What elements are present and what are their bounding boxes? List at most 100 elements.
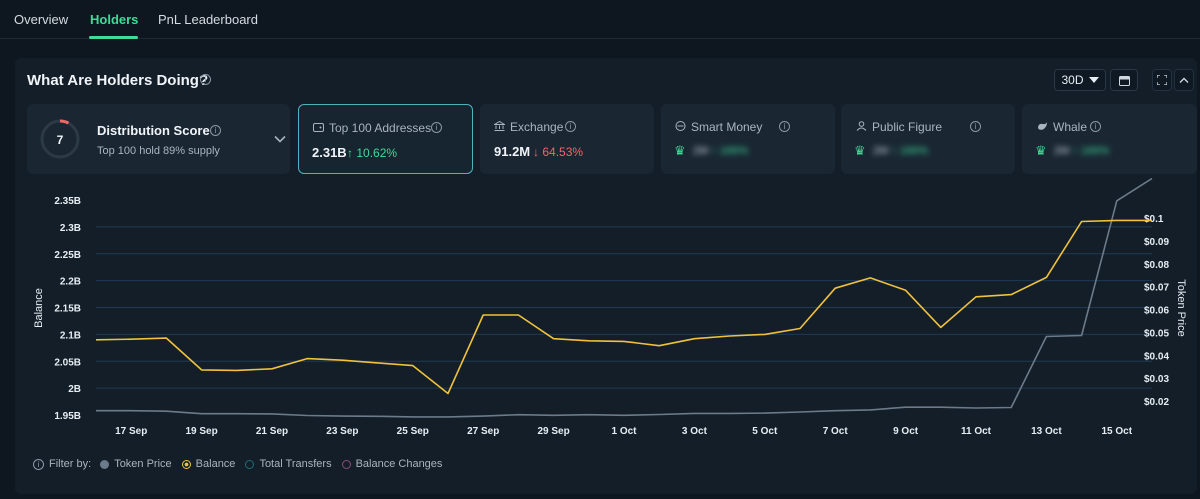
holders-panel: What Are Holders Doing? i 30D 7 Distribu… [15, 58, 1197, 494]
metric-value: 2M [693, 145, 709, 157]
y2-tick-label: $0.05 [1144, 328, 1169, 339]
info-icon: i [33, 458, 44, 470]
metric-label: Top 100 Addresses [329, 121, 432, 135]
metric-top-100-addresses[interactable]: Top 100 Addresses i 2.31B ↑ 10.62% [298, 104, 473, 174]
metric-change-value: 166% [1080, 145, 1110, 157]
info-icon[interactable]: i [565, 121, 576, 132]
metric-blurred-value: 2M ↑ 166% [693, 145, 749, 157]
y-axis-left: 2.35B 2.3B 2.25B 2.2B 2.15B 2.1B 2.05B 2B 1.95B [54, 196, 81, 422]
bank-icon [494, 121, 505, 131]
metric-label: Public Figure [872, 120, 943, 134]
public-figure-icon [856, 121, 867, 131]
info-icon[interactable]: i [200, 74, 211, 85]
y-tick-label: 2.1B [60, 330, 81, 341]
legend-item[interactable]: Total Transfers [245, 458, 332, 470]
legend: i Filter by: Token Price Balance Total Tra… [33, 458, 442, 470]
y2-tick-label: $0.03 [1144, 374, 1169, 385]
panel-title: What Are Holders Doing? [27, 72, 209, 89]
info-icon[interactable]: i [970, 121, 981, 132]
y2-tick-label: $0.06 [1144, 306, 1169, 317]
tab-overview[interactable]: Overview [14, 12, 69, 27]
metric-change-value: 10.62% [356, 146, 398, 160]
crown-icon: ♛ [1035, 144, 1047, 159]
tab-bar: Overview Holders PnL Leaderboard [0, 0, 1200, 39]
crown-icon: ♛ [854, 144, 866, 159]
y-tick-label: 2.15B [54, 304, 81, 315]
x-tick-label: 27 Sep [467, 426, 499, 437]
y2-tick-label: $0.07 [1144, 283, 1169, 294]
legend-marker [341, 459, 351, 469]
metric-blurred-value: 2M ↑ 166% [1054, 145, 1110, 157]
smart-money-icon [675, 121, 686, 131]
x-tick-label: 29 Sep [537, 426, 569, 437]
filter-label: Filter by: [49, 458, 92, 470]
legend-marker [245, 459, 255, 469]
fullscreen-button[interactable] [1152, 69, 1172, 91]
x-tick-label: 3 Oct [682, 426, 708, 437]
metric-blurred-value: 2M ↑ 166% [873, 145, 929, 157]
info-icon[interactable]: i [1090, 121, 1101, 132]
y-tick-label: 2.3B [60, 223, 81, 234]
y2-tick-label: $0.1 [1144, 214, 1164, 225]
legend-label: Token Price [114, 458, 172, 470]
metric-change-value: 166% [899, 145, 929, 157]
holders-balance-chart: 2.35B2.3B2.25B2.2B2.15B2.1B2.05B2B1.95B … [33, 177, 1187, 437]
distribution-score-card[interactable]: 7 Distribution Score i Top 100 hold 89% … [27, 104, 290, 174]
score-ring: 7 [40, 119, 80, 159]
x-tick-label: 9 Oct [893, 426, 919, 437]
series-line-balance [95, 219, 1152, 395]
x-tick-label: 1 Oct [611, 426, 637, 437]
y2-tick-label: $0.04 [1144, 351, 1169, 362]
legend-item[interactable]: Balance [181, 458, 235, 470]
x-axis: 17 Sep 19 Sep 21 Sep 23 Sep 25 Sep 27 Sep 29 S… [115, 426, 1133, 437]
metric-value: 91.2M [494, 144, 531, 159]
x-tick-label: 25 Sep [397, 426, 429, 437]
calendar-button[interactable] [1110, 69, 1138, 91]
x-tick-label: 11 Oct [961, 426, 992, 437]
y2-tick-label: $0.08 [1144, 260, 1169, 271]
metric-value: 2.31B [312, 145, 347, 160]
y-tick-label: 2.2B [60, 277, 81, 288]
metric-whale[interactable]: Whale i ♛ 2M ↑ 166% [1022, 104, 1197, 174]
y-axis-label: Balance [33, 288, 45, 328]
info-icon[interactable]: i [431, 122, 442, 133]
legend-item[interactable]: Token Price [100, 458, 172, 470]
metric-smart-money[interactable]: Smart Money i ♛ 2M ↑ 166% [661, 104, 835, 174]
tab-holders[interactable]: Holders [90, 12, 139, 27]
metric-value: 2M [1054, 145, 1070, 157]
whale-icon [1038, 122, 1047, 130]
period-select[interactable]: 30D [1054, 69, 1106, 91]
distribution-score-label: Distribution Score [97, 123, 210, 138]
metric-change-value: 64.53% [542, 145, 584, 159]
info-icon[interactable]: i [210, 125, 221, 136]
x-tick-label: 7 Oct [823, 426, 849, 437]
x-tick-label: 21 Sep [256, 426, 288, 437]
active-tab-indicator [89, 36, 138, 39]
metric-value: 2M [873, 145, 889, 157]
y2-axis-label: Token Price [1175, 279, 1187, 336]
calendar-icon [1118, 75, 1130, 86]
x-tick-label: 17 Sep [115, 426, 147, 437]
y2-tick-label: $0.02 [1144, 397, 1169, 408]
tab-pnl-leaderboard[interactable]: PnL Leaderboard [158, 12, 258, 27]
y-axis-right: $0.1 $0.09 $0.08 $0.07 $0.06 $0.05 $0.04 $0.03 $… [1144, 214, 1169, 408]
metric-label: Exchange [510, 120, 564, 134]
chart-grid [96, 226, 1152, 389]
legend-items: Token Price Balance Total Transfers Balance… [100, 458, 442, 470]
legend-label: Total Transfers [259, 458, 332, 470]
wallet-icon [313, 123, 324, 132]
collapse-button[interactable] [1174, 69, 1194, 91]
metric-public-figure[interactable]: Public Figure i ♛ 2M ↑ 166% [841, 104, 1015, 174]
x-tick-label: 5 Oct [752, 426, 778, 437]
y2-tick-label: $0.09 [1144, 237, 1169, 248]
legend-item[interactable]: Balance Changes [341, 458, 442, 470]
chevron-down-icon[interactable] [274, 135, 286, 143]
crown-icon: ♛ [674, 144, 686, 159]
metric-exchange[interactable]: Exchange i 91.2M ↓ 64.53% [480, 104, 654, 174]
info-icon[interactable]: i [779, 121, 790, 132]
x-tick-label: 19 Sep [185, 426, 217, 437]
series-line-token-price [96, 177, 1153, 418]
chevron-up-icon [1179, 77, 1189, 83]
score-value: 7 [57, 133, 64, 147]
y-tick-label: 2.35B [54, 196, 81, 207]
